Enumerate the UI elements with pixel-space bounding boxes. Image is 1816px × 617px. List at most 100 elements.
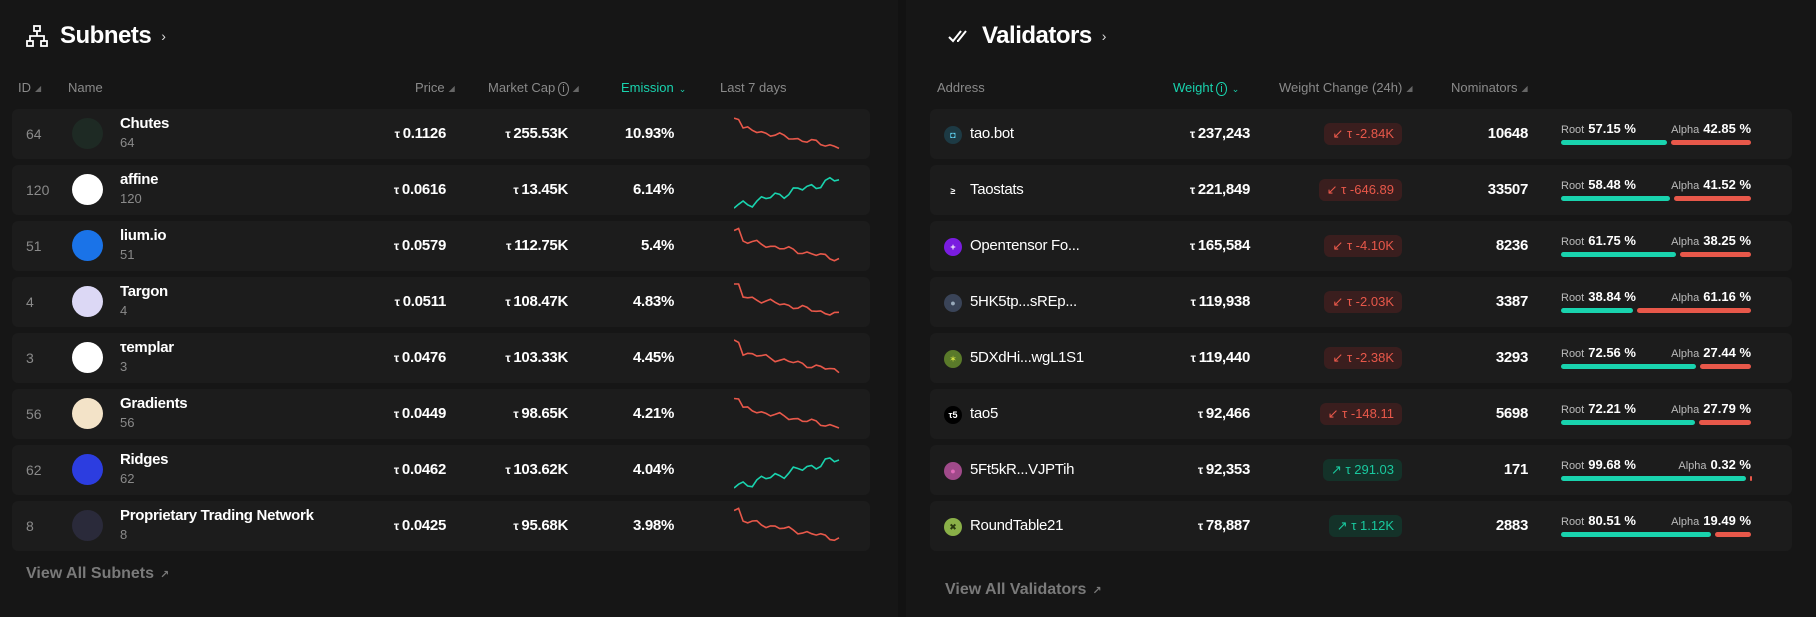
validator-row[interactable]: ✶ 5DXdHi...wgL1S1 τ 119,440 ↙ τ -2.38K 3293 Ro…	[930, 333, 1792, 383]
validator-row[interactable]: ● 5Ft5kR...VJPTih τ 92,353 ↗ τ 291.03 171 Root…	[930, 445, 1792, 495]
subnet-row[interactable]: 64 Chutes 64 τ 0.1126 τ 255.53K 10.93%	[12, 109, 870, 159]
validator-avatar-icon: ✶	[944, 350, 962, 368]
subnet-price: τ 0.1126	[395, 125, 447, 142]
subnet-row[interactable]: 3 τemplar 3 τ 0.0476 τ 103.33K 4.45%	[12, 333, 870, 383]
weight-value: 92,466	[1205, 405, 1250, 422]
col-header-last-7-days: Last 7 days	[720, 80, 787, 95]
validator-nominators: 3293	[1495, 349, 1528, 366]
tau-symbol: τ	[393, 183, 399, 197]
validator-name[interactable]: Openτensor Fo...	[970, 237, 1080, 254]
subnet-name[interactable]: Gradients	[120, 395, 188, 412]
alpha-value: 27.79 %	[1703, 401, 1751, 416]
validator-row[interactable]: τ5 tao5 τ 92,466 ↙ τ -148.11 5698 Root 72.21 % A…	[930, 389, 1792, 439]
alpha-bar	[1750, 476, 1753, 481]
col-header-id[interactable]: ID ◢	[18, 80, 42, 95]
weight-change-value: τ -4.10K	[1346, 238, 1394, 253]
info-icon[interactable]: i	[558, 82, 569, 96]
col-header-market-cap[interactable]: Market Cap i ◢	[488, 80, 579, 96]
info-icon[interactable]: i	[1216, 82, 1227, 96]
validator-name[interactable]: 5DXdHi...wgL1S1	[970, 349, 1084, 366]
root-bar	[1561, 140, 1668, 145]
subnet-id: 120	[26, 182, 50, 198]
root-bar	[1561, 476, 1747, 481]
alpha-value: 61.16 %	[1703, 289, 1751, 304]
validator-name[interactable]: tao.bot	[970, 125, 1014, 142]
validator-row[interactable]: + Openτensor Fo... τ 165,584 ↙ τ -4.10K 8236 R…	[930, 221, 1792, 271]
subnet-market-cap: τ 255.53K	[505, 125, 568, 142]
alpha-bar	[1714, 532, 1751, 537]
alpha-value: 38.25 %	[1703, 233, 1751, 248]
subnet-row[interactable]: 51 lium.io 51 τ 0.0579 τ 112.75K 5.4%	[12, 221, 870, 271]
alpha-value: 19.49 %	[1703, 513, 1751, 528]
subnet-price: τ 0.0579	[394, 237, 446, 254]
subnet-id: 3	[26, 350, 34, 366]
view-all-subnets-link[interactable]: View All Subnets ↗	[26, 565, 170, 582]
external-arrow-icon: ↗	[160, 569, 170, 581]
arrow-down-left-icon: ↙	[1332, 126, 1347, 141]
validators-title-link[interactable]: Validators ›	[946, 20, 1106, 52]
weight-value: 221,849	[1197, 181, 1250, 198]
view-all-validators-link[interactable]: View All Validators ↗	[945, 581, 1102, 598]
sparkline-trend-line	[734, 339, 840, 374]
weight-change-badge: ↙ τ -2.84K	[1324, 123, 1402, 145]
subnet-row[interactable]: 120 affine 120 τ 0.0616 τ 13.45K 6.14%	[12, 165, 870, 215]
root-label-text: Root	[1561, 348, 1585, 360]
validator-row[interactable]: ◘ tao.bot τ 237,243 ↙ τ -2.84K 10648 Root 57.15…	[930, 109, 1792, 159]
sparkline-chart	[734, 397, 840, 429]
subnet-name[interactable]: lium.io	[120, 227, 167, 244]
subnet-name[interactable]: Targon	[120, 283, 168, 300]
arrow-up-right-icon: ↗	[1336, 518, 1352, 533]
validator-row[interactable]: ✖ RoundTable21 τ 78,887 ↗ τ 1.12K 2883 Root 80.…	[930, 501, 1792, 551]
subnet-market-cap: τ 112.75K	[506, 237, 568, 254]
subnet-row[interactable]: 4 Targon 4 τ 0.0511 τ 108.47K 4.83%	[12, 277, 870, 327]
validator-name[interactable]: RoundTable21	[970, 517, 1064, 534]
subnet-row[interactable]: 8 Proprietary Trading Network 8 τ 0.0425 τ 95.…	[12, 501, 870, 551]
root-value: 72.21 %	[1588, 401, 1636, 416]
col-header-price[interactable]: Price ◢	[415, 80, 455, 95]
subnet-row[interactable]: 62 Ridges 62 τ 0.0462 τ 103.62K 4.04%	[12, 445, 870, 495]
sparkline-chart	[734, 283, 840, 316]
subnet-name[interactable]: Chutes	[120, 115, 170, 132]
weight-value: 78,887	[1205, 517, 1250, 534]
subnets-title-link[interactable]: Subnets ›	[24, 20, 166, 52]
validator-nominators: 2883	[1495, 517, 1528, 534]
validator-name[interactable]: 5HK5tp...sREp...	[970, 293, 1077, 310]
subnet-name[interactable]: τemplar	[120, 339, 174, 356]
weight-change-badge: ↗ τ 1.12K	[1328, 515, 1402, 537]
validator-name[interactable]: tao5	[970, 405, 998, 422]
col-header-weight-change[interactable]: Weight Change (24h) ◢	[1279, 80, 1413, 95]
alpha-label: Alpha 42.85 %	[1671, 121, 1751, 136]
validator-avatar-icon: ✖	[944, 518, 962, 536]
subnet-name[interactable]: Ridges	[120, 451, 169, 468]
subnet-number: 8	[120, 527, 128, 542]
validator-nominators: 5698	[1495, 405, 1528, 422]
subnet-row[interactable]: 56 Gradients 56 τ 0.0449 τ 98.65K 4.21%	[12, 389, 870, 439]
validator-name[interactable]: Taostats	[970, 181, 1024, 198]
tau-symbol: τ	[1197, 407, 1203, 421]
ptn-logo-icon	[72, 510, 103, 541]
subnet-price: τ 0.0449	[394, 405, 446, 422]
col-header-emission[interactable]: Emission ⌄	[621, 80, 687, 95]
col-header-weight[interactable]: Weight i ⌄	[1173, 80, 1240, 96]
templar-logo-icon	[72, 342, 103, 373]
subnet-market-cap: τ 103.62K	[505, 461, 568, 478]
gradients-logo-icon	[72, 398, 103, 429]
price-value: 0.0616	[401, 181, 446, 198]
validators-panel: Validators › Address Weight i ⌄ Weight Cha…	[906, 0, 1816, 617]
subnet-name[interactable]: affine	[120, 171, 159, 188]
weight-change-badge: ↙ τ -2.03K	[1324, 291, 1402, 313]
subnet-name[interactable]: Proprietary Trading Network	[120, 507, 314, 524]
weight-change-value: τ -646.89	[1341, 182, 1394, 197]
validator-name[interactable]: 5Ft5kR...VJPTih	[970, 461, 1075, 478]
validator-weight: τ 221,849	[1190, 181, 1250, 198]
col-header-nominators[interactable]: Nominators ◢	[1451, 80, 1528, 95]
subnet-number: 4	[120, 303, 128, 318]
double-check-icon	[946, 23, 972, 49]
validator-row[interactable]: ● 5HK5tp...sREp... τ 119,938 ↙ τ -2.03K 3387 R…	[930, 277, 1792, 327]
tau-symbol: τ	[393, 407, 399, 421]
validator-row[interactable]: ≥ Taostats τ 221,849 ↙ τ -646.89 33507 Root 58.…	[930, 165, 1792, 215]
col-header-address: Address	[937, 80, 985, 95]
root-label: Root 58.48 %	[1561, 177, 1636, 192]
subnet-id: 56	[26, 406, 42, 422]
arrow-down-left-icon: ↙	[1326, 182, 1342, 197]
